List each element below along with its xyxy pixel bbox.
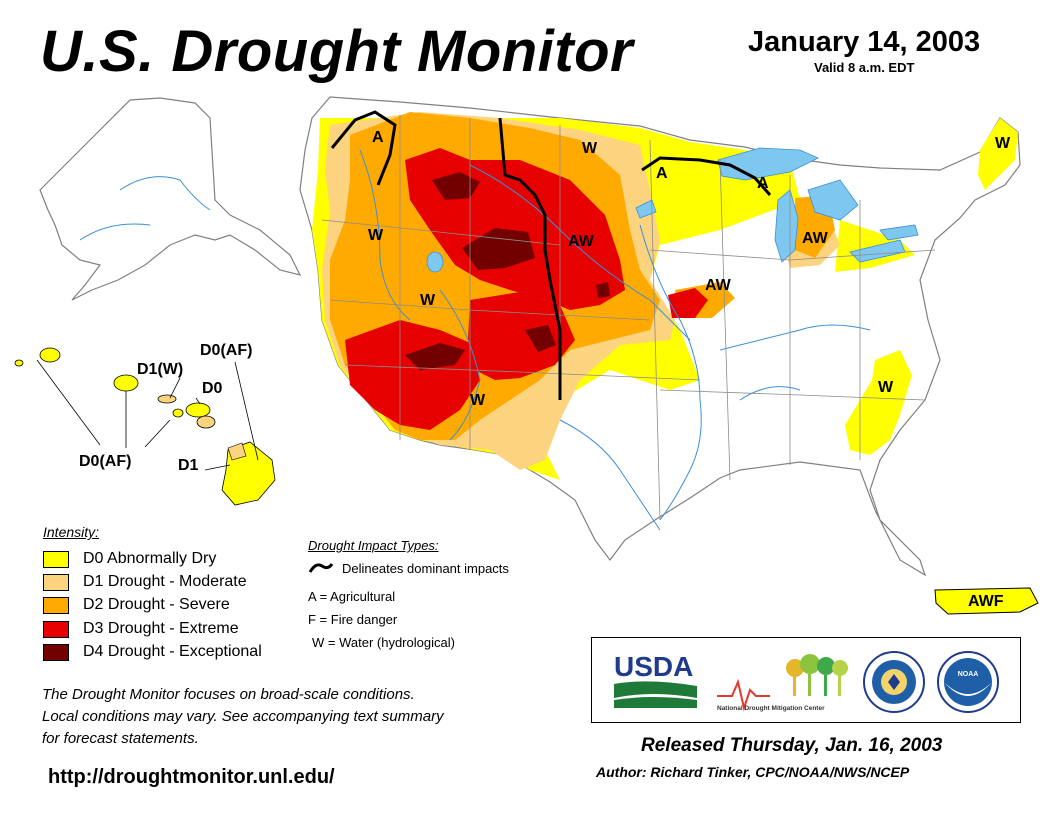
legend-title: Intensity: (43, 524, 100, 540)
impact-label: W (420, 292, 436, 309)
legend-item-d2: D2 Drought - Severe (43, 595, 230, 615)
legend-item-d3: D3 Drought - Extreme (43, 619, 239, 639)
svg-text:USDA: USDA (614, 651, 693, 682)
partner-logos: USDA National Drought Mitigation Center (591, 637, 1021, 723)
impact-types-title: Drought Impact Types: (308, 538, 439, 553)
impact-label: A (757, 175, 769, 192)
ndmc-logo: National Drought Mitigation Center (717, 654, 848, 712)
noaa-logo: NOAA (937, 651, 999, 713)
hawaii: D0(AF) D1(W) D0 D0(AF) D1 (14, 342, 276, 506)
impact-type-water: W = Water (hydrological) (312, 635, 455, 650)
logos-svg: USDA National Drought Mitigation Center (614, 651, 999, 713)
impact-type-agricultural: A = Agricultural (308, 589, 396, 604)
state-borders (321, 115, 936, 521)
impact-label: AWF (968, 593, 1004, 610)
legend-label: D2 Drought - Severe (83, 596, 230, 613)
svg-text:National Drought Mitigation Ce: National Drought Mitigation Center (717, 705, 825, 712)
legend-item-d0: D0 Abnormally Dry (43, 549, 216, 569)
map-date: January 14, 2003 (748, 26, 981, 58)
legend-item-d4: D4 Drought - Exceptional (43, 642, 262, 662)
release-date: Released Thursday, Jan. 16, 2003 (641, 735, 943, 756)
svg-text:NOAA: NOAA (958, 671, 979, 678)
author-credit: Author: Richard Tinker, CPC/NOAA/NWS/NCE… (596, 764, 910, 780)
hawaii-label: D0 (202, 380, 223, 397)
alaska (39, 97, 302, 301)
legend-swatch (43, 596, 69, 614)
impact-line-label: Delineates dominant impacts (342, 561, 509, 576)
impact-label: W (368, 227, 384, 244)
legend-swatch (43, 550, 69, 568)
hawaii-label: D1 (178, 457, 199, 474)
impact-label: W (995, 135, 1011, 152)
impact-lines (330, 110, 772, 400)
impact-label: W (582, 140, 598, 157)
disclaimer-note: The Drought Monitor focuses on broad-sca… (42, 684, 582, 750)
hawaii-label: D1(W) (137, 361, 183, 378)
legend-label: D1 Drought - Moderate (83, 573, 247, 590)
impact-label: A (372, 129, 384, 146)
impact-type-fire: F = Fire danger (308, 612, 398, 627)
impact-label: AW (568, 233, 595, 250)
impact-labels: A W W W W AW AW AW A A W W AWF (368, 129, 1011, 610)
impact-label: W (470, 392, 486, 409)
legend-swatch (43, 643, 69, 661)
impact-label: AW (705, 277, 732, 294)
impact-label: A (656, 165, 668, 182)
legend-label: D0 Abnormally Dry (83, 550, 217, 567)
note-line: The Drought Monitor focuses on broad-sca… (42, 686, 415, 703)
note-line: Local conditions may vary. See accompany… (42, 708, 444, 725)
website-url[interactable]: http://droughtmonitor.unl.edu/ (48, 766, 335, 788)
legend-label: D3 Drought - Extreme (83, 620, 239, 637)
impact-label: AW (802, 230, 829, 247)
impact-label: W (878, 379, 894, 396)
impact-line-icon (308, 563, 334, 573)
page-title: U.S. Drought Monitor (40, 19, 634, 84)
usda-logo: USDA (614, 651, 697, 708)
valid-time: Valid 8 a.m. EDT (814, 60, 915, 75)
legend-swatch (43, 573, 69, 591)
legend-label: D4 Drought - Exceptional (83, 643, 262, 660)
d4-areas (405, 172, 610, 370)
note-line: for forecast statements. (42, 730, 199, 747)
legend-swatch (43, 620, 69, 638)
commerce-seal (863, 651, 925, 713)
hawaii-label: D0(AF) (79, 453, 131, 470)
legend-item-d1: D1 Drought - Moderate (43, 572, 247, 592)
hawaii-label: D0(AF) (200, 342, 252, 359)
